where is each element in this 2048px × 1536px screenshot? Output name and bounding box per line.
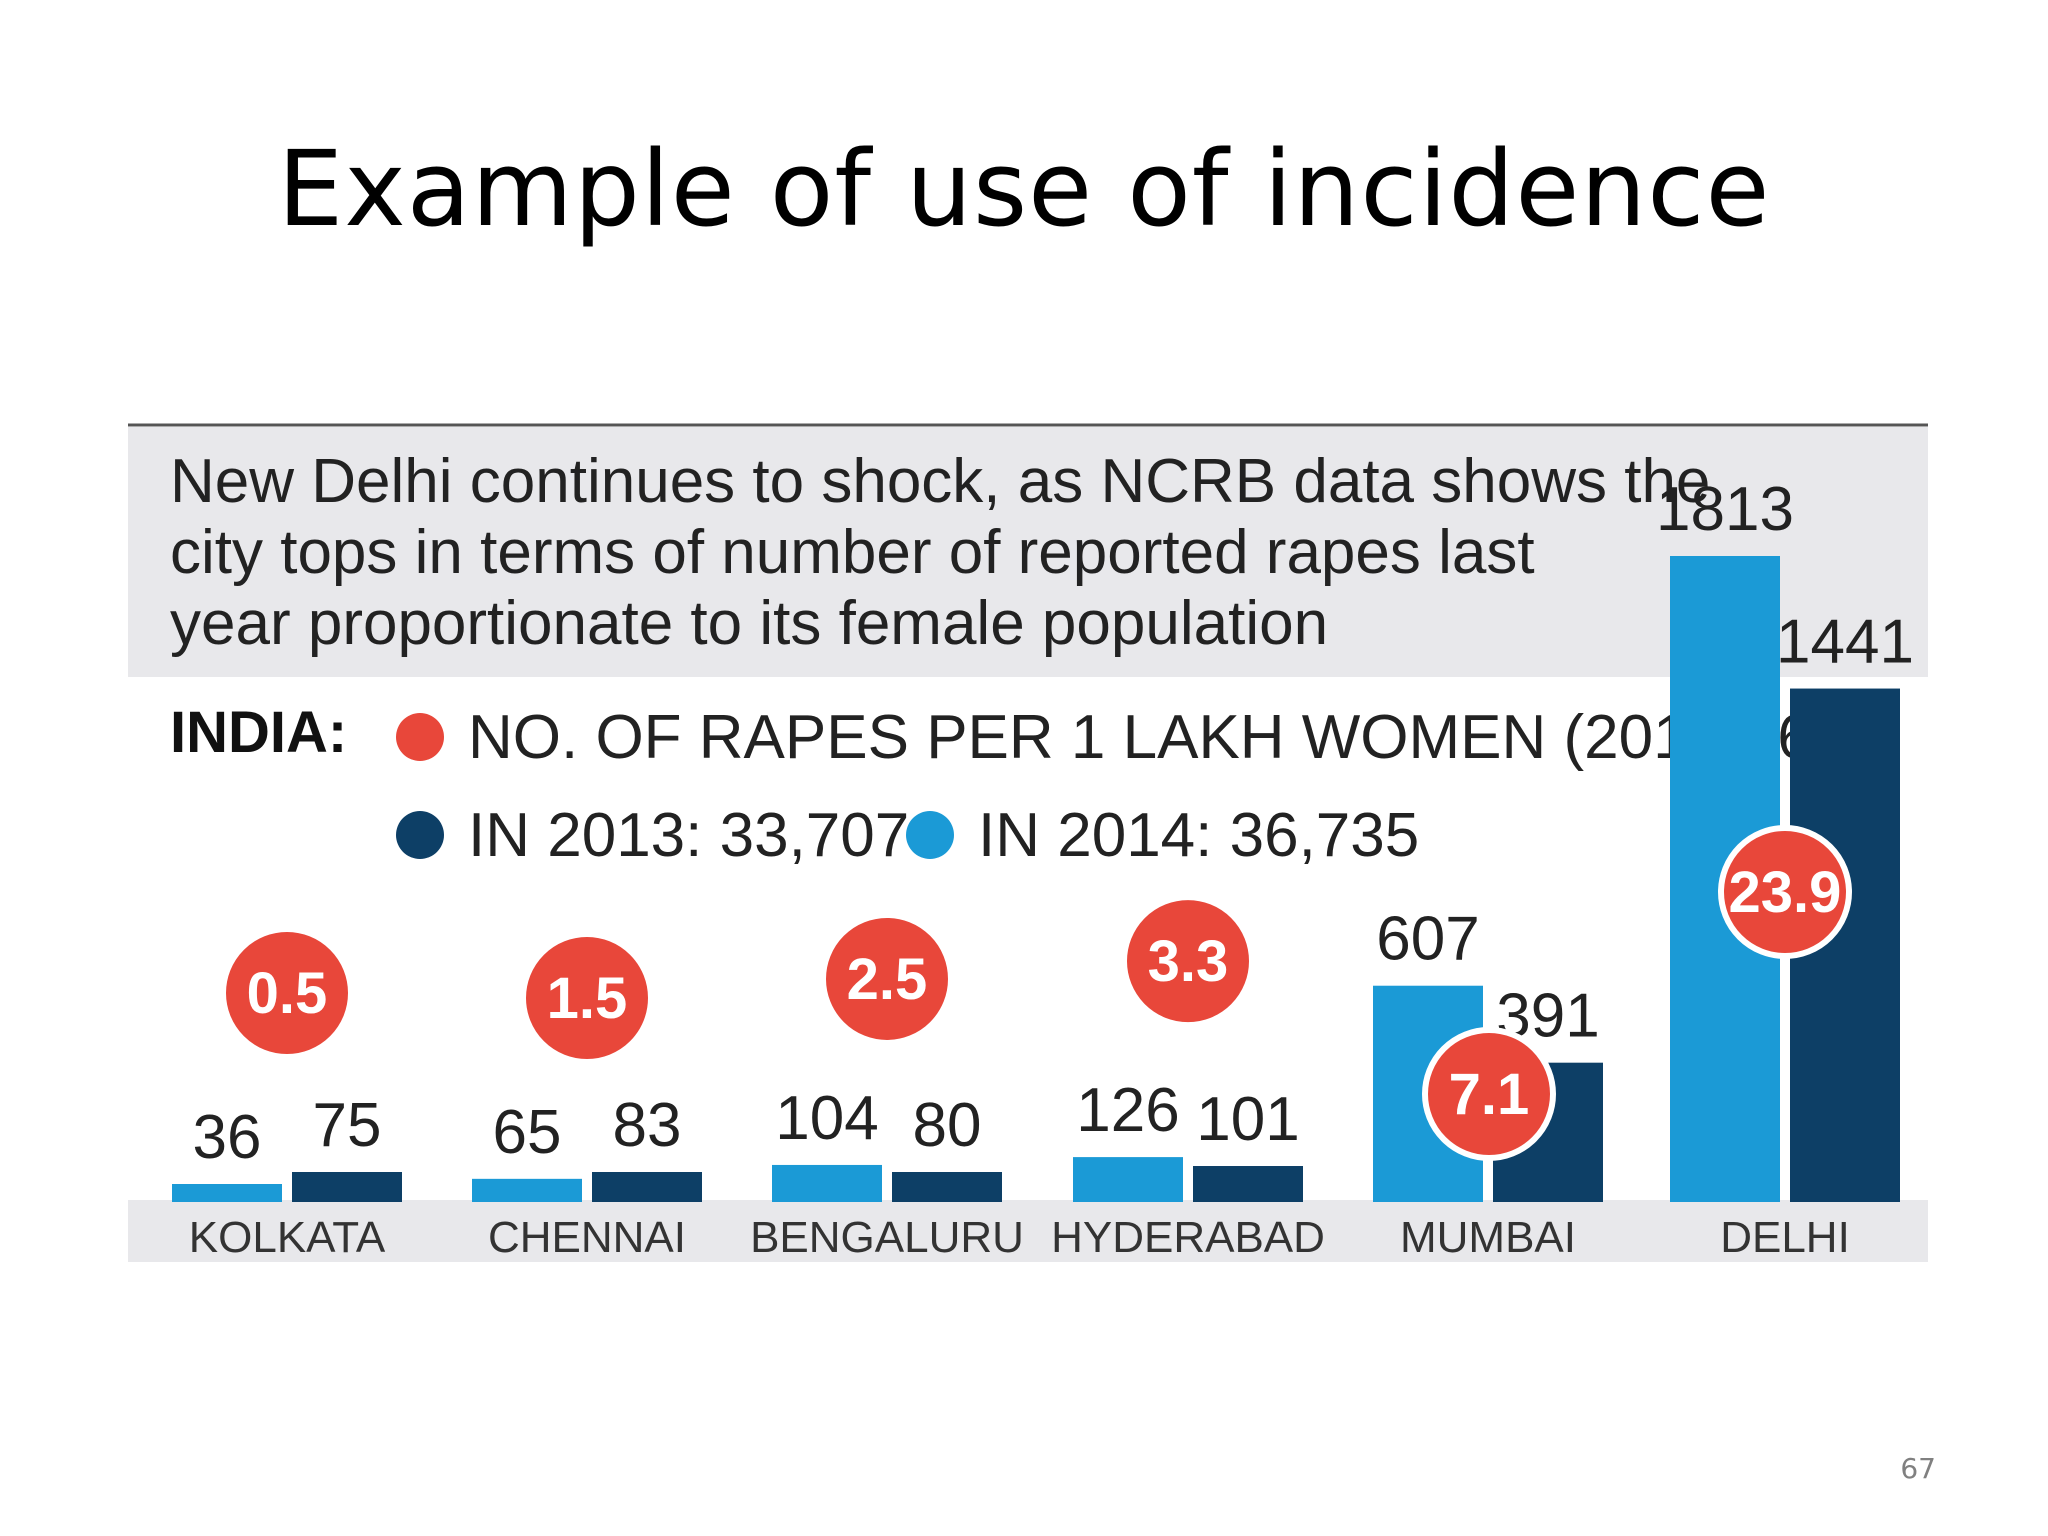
value-label-2014-bengaluru: 104 [775, 1084, 878, 1153]
legend-2014-dot [906, 811, 954, 859]
value-label-2014-kolkata: 36 [193, 1103, 262, 1172]
category-label-bengaluru: BENGALURU [750, 1213, 1024, 1262]
india-label: INDIA: [170, 700, 347, 765]
category-strip [128, 1200, 1928, 1262]
slide-title: Example of use of incidence [277, 128, 1771, 250]
legend-2013-dot [396, 811, 444, 859]
rate-badge-kolkata [220, 926, 354, 1060]
bar-2013-bengaluru [892, 1172, 1002, 1202]
rate-badge-hyderabad [1121, 894, 1255, 1029]
rate-badge-delhi [1718, 825, 1852, 959]
category-label-kolkata: KOLKATA [189, 1213, 386, 1262]
rate-badge-text-kolkata: 0.5 [247, 961, 328, 1026]
bars-layer: 36 75 KOLKATA 0.5 65 83 CHENNAI 1.5 104 80 BENGALU… [172, 475, 1914, 1262]
headline-line-3: year proportionate to its female populat… [170, 589, 1328, 658]
category-label-hyderabad: HYDERABAD [1051, 1213, 1325, 1262]
rate-badge-text-hyderabad: 3.3 [1148, 929, 1229, 994]
value-label-2013-delhi: 1441 [1776, 608, 1914, 677]
bar-2014-chennai [472, 1178, 582, 1202]
rate-badge-chennai [520, 931, 654, 1065]
value-label-2013-bengaluru: 80 [913, 1091, 982, 1160]
rate-badge-mumbai [1422, 1027, 1556, 1161]
bar-2013-kolkata [292, 1172, 402, 1202]
headline-panel [128, 427, 1928, 677]
bar-2014-kolkata [172, 1184, 282, 1202]
headline-line-2: city tops in terms of number of reported… [170, 518, 1535, 587]
value-label-2013-kolkata: 75 [313, 1091, 382, 1160]
value-label-2013-hyderabad: 101 [1196, 1085, 1299, 1154]
legend-rate-dot [396, 713, 444, 761]
value-label-2013-chennai: 83 [613, 1091, 682, 1160]
value-label-2014-chennai: 65 [493, 1098, 562, 1167]
rate-badge-text-bengaluru: 2.5 [847, 947, 928, 1012]
bar-2014-bengaluru [772, 1164, 882, 1202]
rate-badge-text-chennai: 1.5 [547, 966, 628, 1031]
value-label-2014-hyderabad: 126 [1076, 1076, 1179, 1145]
category-label-delhi: DELHI [1720, 1213, 1850, 1262]
category-label-mumbai: MUMBAI [1400, 1213, 1576, 1262]
legend-2013-text: IN 2013: 33,707 [468, 801, 909, 870]
legend-rate-text: NO. OF RAPES PER 1 LAKH WOMEN (2014): 6.… [468, 703, 1863, 772]
headline-line-1: New Delhi continues to shock, as NCRB da… [170, 447, 1710, 516]
bar-2013-chennai [592, 1172, 702, 1202]
rate-badge-text-delhi: 23.9 [1729, 860, 1842, 925]
rate-badge-bengaluru [820, 911, 954, 1046]
bar-2013-hyderabad [1193, 1166, 1303, 1202]
category-label-chennai: CHENNAI [488, 1213, 686, 1262]
legend-2014-text: IN 2014: 36,735 [978, 801, 1419, 870]
bar-2014-hyderabad [1073, 1157, 1183, 1202]
page-number: 67 [1900, 1452, 1936, 1485]
rate-badge-text-mumbai: 7.1 [1449, 1062, 1530, 1127]
value-label-2014-mumbai: 607 [1376, 905, 1479, 974]
value-label-2014-delhi: 1813 [1656, 475, 1794, 544]
